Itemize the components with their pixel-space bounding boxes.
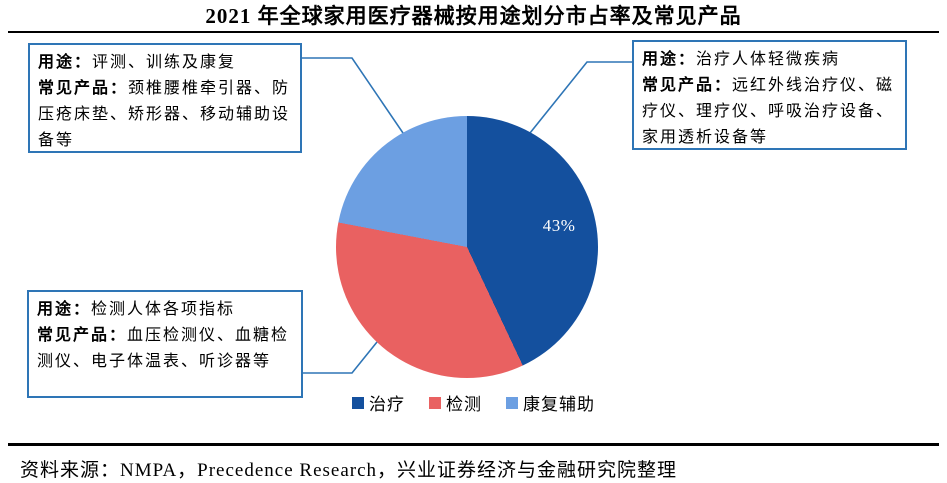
use-text: 治疗人体轻微疾病 [696, 51, 841, 68]
callout-detection-box: 用途：检测人体各项指标 常见产品：血压检测仪、血糖检测仪、电子体温表、听诊器等 [27, 290, 303, 398]
legend-item-0: 治疗 [352, 390, 405, 415]
pie-chart: 43% [336, 116, 598, 378]
products-text: 血压检测仪、血糖检测仪、电子体温表、听诊器等 [37, 327, 290, 370]
legend-label: 检测 [446, 395, 482, 414]
products-label: 常见产品： [37, 327, 128, 344]
use-label: 用途： [37, 301, 92, 318]
callout-detection-use: 用途：检测人体各项指标 [37, 297, 293, 323]
use-text: 评测、训练及康复 [92, 54, 237, 71]
legend-item-1: 检测 [429, 390, 482, 415]
use-label: 用途： [38, 54, 93, 71]
products-label: 常见产品： [38, 80, 129, 97]
callout-treatment-use: 用途：治疗人体轻微疾病 [642, 47, 897, 73]
chart-legend: 治疗 检测 康复辅助 [0, 390, 947, 415]
legend-swatch-icon [429, 396, 441, 409]
title-divider [8, 31, 939, 33]
callout-rehab-use: 用途：评测、训练及康复 [38, 50, 292, 76]
products-label: 常见产品： [642, 77, 733, 94]
chart-title: 2021 年全球家用医疗器械按用途划分市占率及常见产品 [205, 4, 742, 28]
legend-swatch-icon [352, 396, 364, 409]
legend-label: 治疗 [369, 395, 405, 414]
pie-slice-label: 43% [542, 216, 576, 236]
products-text: 颈椎腰椎牵引器、防压疮床垫、矫形器、移动辅助设备等 [38, 80, 291, 149]
legend-swatch-icon [506, 396, 518, 409]
callout-rehab-box: 用途：评测、训练及康复 常见产品：颈椎腰椎牵引器、防压疮床垫、矫形器、移动辅助设… [28, 43, 302, 153]
footer-divider [8, 443, 939, 446]
connector-rehab-line [302, 57, 404, 134]
connector-treatment-line [529, 61, 632, 134]
legend-item-2: 康复辅助 [506, 390, 595, 415]
chart-area: 用途：评测、训练及康复 常见产品：颈椎腰椎牵引器、防压疮床垫、矫形器、移动辅助设… [0, 33, 947, 443]
use-text: 检测人体各项指标 [91, 301, 236, 318]
connector-detection-line [302, 341, 378, 374]
callout-treatment-box: 用途：治疗人体轻微疾病 常见产品：远红外线治疗仪、磁疗仪、理疗仪、呼吸治疗设备、… [632, 40, 907, 150]
use-label: 用途： [642, 51, 697, 68]
callout-rehab-products: 常见产品：颈椎腰椎牵引器、防压疮床垫、矫形器、移动辅助设备等 [38, 76, 292, 154]
products-text: 远红外线治疗仪、磁疗仪、理疗仪、呼吸治疗设备、家用透析设备等 [642, 77, 895, 146]
callout-detection-products: 常见产品：血压检测仪、血糖检测仪、电子体温表、听诊器等 [37, 323, 293, 375]
legend-label: 康复辅助 [523, 395, 595, 414]
source-note: 资料来源：NMPA，Precedence Research，兴业证券经济与金融研… [20, 460, 678, 481]
callout-treatment-products: 常见产品：远红外线治疗仪、磁疗仪、理疗仪、呼吸治疗设备、家用透析设备等 [642, 73, 897, 151]
